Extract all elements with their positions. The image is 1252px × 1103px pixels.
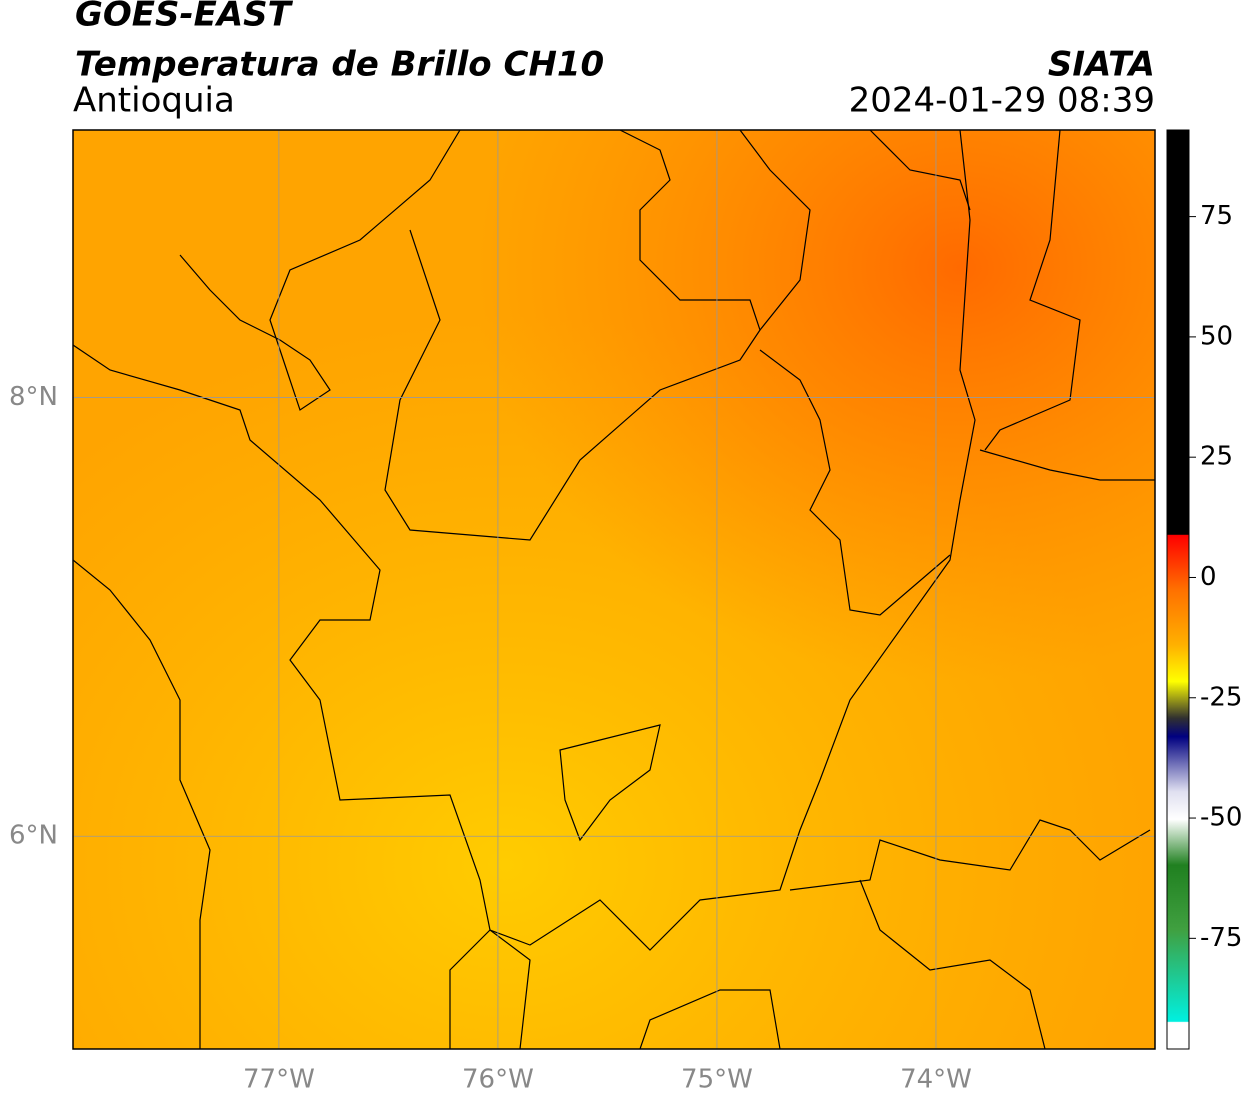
lon-tick-label: 75°W: [681, 1065, 753, 1095]
title: GOES-EAST: [75, 0, 294, 35]
colorbar-tick-label: -50: [1200, 803, 1242, 833]
subtitle: Temperatura de Brillo CH10: [75, 45, 604, 85]
lon-tick-label: 77°W: [243, 1065, 315, 1095]
colorbar-tick-label: 25: [1200, 442, 1233, 472]
colorbar: [1166, 129, 1190, 1050]
datetime: 2024-01-29 08:39: [849, 81, 1155, 121]
map-frame: [72, 129, 1156, 1050]
borders: [73, 130, 1155, 1049]
map-image: [73, 130, 1155, 1049]
colorbar-tick-label: -25: [1200, 682, 1242, 712]
lat-tick-label: 6°N: [9, 821, 58, 851]
colorbar-tick-label: -75: [1200, 923, 1242, 953]
region: Antioquia: [73, 81, 235, 121]
lat-tick-label: 8°N: [9, 382, 58, 412]
colorbar-tick-label: 0: [1200, 562, 1217, 592]
colorbar-tick-label: 50: [1200, 321, 1233, 351]
lon-tick-label: 74°W: [900, 1065, 972, 1095]
source: SIATA: [1048, 45, 1155, 85]
colorbar-tick-label: 75: [1200, 201, 1233, 231]
lon-tick-label: 76°W: [462, 1065, 534, 1095]
